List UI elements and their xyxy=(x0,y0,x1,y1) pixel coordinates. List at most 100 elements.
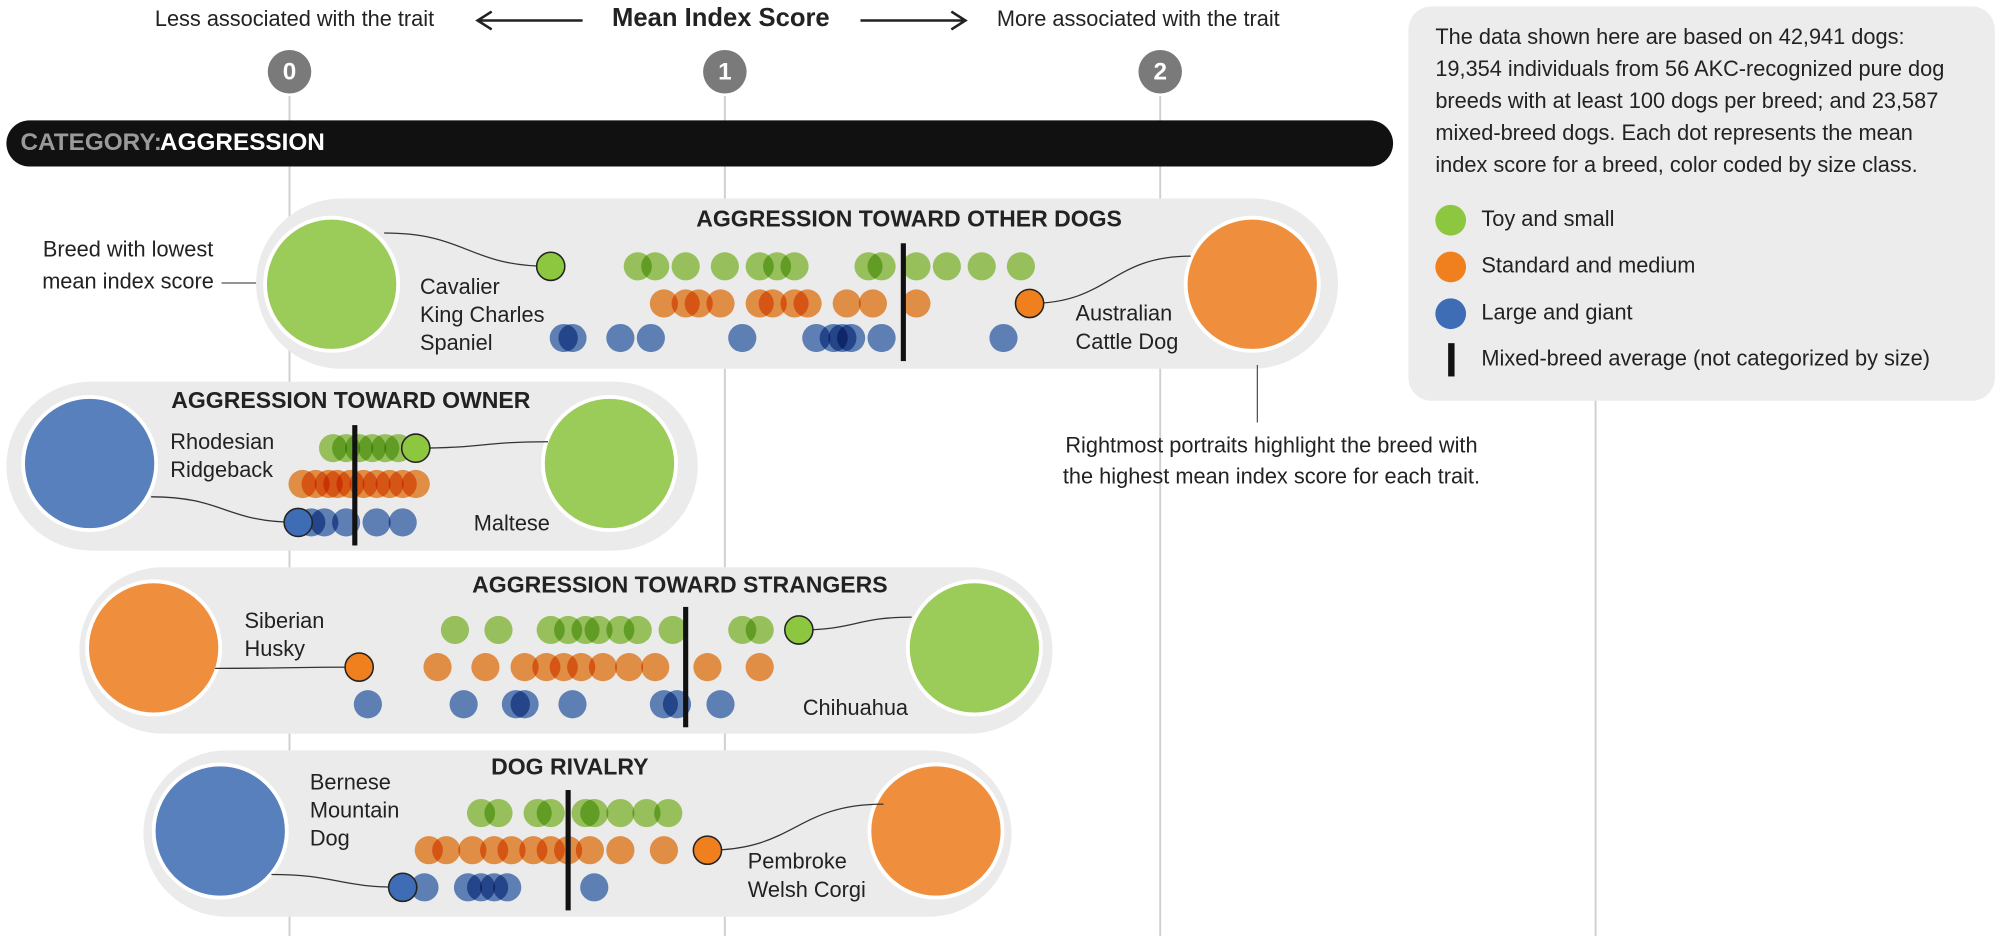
dot xyxy=(684,289,713,318)
mixed-average xyxy=(900,243,906,362)
dot xyxy=(388,508,417,537)
legend-label: Standard and medium xyxy=(1481,253,1695,278)
annotation: mean index score xyxy=(42,269,214,294)
dot xyxy=(989,323,1018,353)
dot xyxy=(671,252,700,281)
highlight-dot xyxy=(283,507,314,538)
panel-bg xyxy=(6,381,698,551)
dot xyxy=(510,690,539,719)
portrait xyxy=(905,579,1043,717)
axis-title: Mean Index Score xyxy=(612,4,830,32)
dot xyxy=(493,873,522,902)
panel-bg xyxy=(256,198,1339,369)
dot xyxy=(558,323,587,353)
arrow xyxy=(860,10,968,31)
note-text: The data shown here are based on 42,941 … xyxy=(1435,24,1904,49)
dot xyxy=(632,798,661,828)
dot xyxy=(558,690,587,719)
portrait xyxy=(21,395,159,533)
dot xyxy=(510,653,539,682)
dot xyxy=(606,798,635,828)
dot xyxy=(484,615,513,645)
tick-badge xyxy=(267,49,312,94)
left-label: Less associated with the trait xyxy=(155,6,434,31)
panel-bg xyxy=(79,567,1053,734)
dot xyxy=(780,252,809,281)
category-name: AGGRESSION xyxy=(160,129,325,156)
legend-label: Large and giant xyxy=(1481,299,1632,324)
breed-name: Chihuahua xyxy=(803,695,909,720)
dot xyxy=(484,798,513,828)
category-bar xyxy=(6,120,1394,167)
highlight-dot xyxy=(784,615,814,645)
connector xyxy=(1029,255,1191,305)
dot xyxy=(623,615,652,645)
panel-title: AGGRESSION TOWARD OWNER xyxy=(171,387,530,413)
breed-name: Bernese xyxy=(310,769,391,794)
dot xyxy=(758,289,787,318)
dot xyxy=(832,289,861,318)
tick-badge xyxy=(703,49,747,94)
dot xyxy=(536,798,565,828)
dot xyxy=(410,873,439,902)
dot xyxy=(636,323,665,353)
dot xyxy=(353,690,382,719)
dot xyxy=(449,690,478,719)
dot xyxy=(706,289,735,318)
dot xyxy=(932,252,961,281)
connector xyxy=(271,873,403,888)
dot xyxy=(867,252,896,281)
tick-badge xyxy=(1138,49,1182,94)
dot xyxy=(693,653,722,682)
portrait xyxy=(867,762,1005,900)
dot xyxy=(745,653,774,682)
dot xyxy=(867,323,896,353)
arrow xyxy=(475,10,583,31)
dot xyxy=(497,836,526,865)
connector xyxy=(151,496,299,524)
connector xyxy=(384,232,551,267)
highlight-dot xyxy=(1014,288,1045,319)
panel: DOG RIVALRY Bernese Mountain Dog Pembroke Wel… xyxy=(143,750,1012,917)
breed-name: Dog xyxy=(310,826,350,851)
note-text: index score for a breed, color coded by … xyxy=(1435,152,1917,177)
breed-name: Husky xyxy=(245,636,306,661)
connector xyxy=(798,616,912,631)
portrait xyxy=(151,762,289,900)
dot xyxy=(432,836,461,865)
breed-name: Australian xyxy=(1076,301,1173,326)
dot xyxy=(793,289,822,318)
highlight-dot xyxy=(692,835,723,866)
panel: AGGRESSION TOWARD OTHER DOGS Cavalier King… xyxy=(256,198,1339,369)
dot xyxy=(745,615,774,645)
dot xyxy=(649,836,678,865)
highlight-dot xyxy=(400,433,431,464)
breed-name: Siberian xyxy=(245,608,325,633)
dot xyxy=(858,289,887,318)
breed-name: Rhodesian xyxy=(170,429,274,454)
right-label: More associated with the trait xyxy=(997,6,1280,31)
breed-name: Spaniel xyxy=(420,330,493,355)
breed-name: Mountain xyxy=(310,798,399,823)
breed-name: Welsh Corgi xyxy=(748,877,866,902)
legend-swatch xyxy=(1435,298,1467,330)
dot xyxy=(1006,252,1035,281)
panel: AGGRESSION TOWARD STRANGERS Siberian Husky… xyxy=(79,567,1053,734)
dot xyxy=(728,323,757,353)
dot xyxy=(440,615,470,645)
panel-bg xyxy=(143,750,1012,917)
annotations: Breed with lowest mean index score Rightmo… xyxy=(42,237,1480,489)
connector xyxy=(215,666,360,670)
dot xyxy=(641,653,670,682)
highlight-dot xyxy=(535,251,566,282)
dot xyxy=(423,653,452,682)
dot xyxy=(580,873,609,902)
dot xyxy=(837,323,866,353)
panel: AGGRESSION TOWARD OWNER Rhodesian Ridgebac… xyxy=(6,381,698,551)
dot xyxy=(606,836,635,865)
dot xyxy=(710,252,739,281)
dot xyxy=(649,289,678,318)
dot xyxy=(401,469,430,499)
legend-label: Toy and small xyxy=(1481,206,1614,231)
breed-name: Cavalier xyxy=(420,274,500,299)
